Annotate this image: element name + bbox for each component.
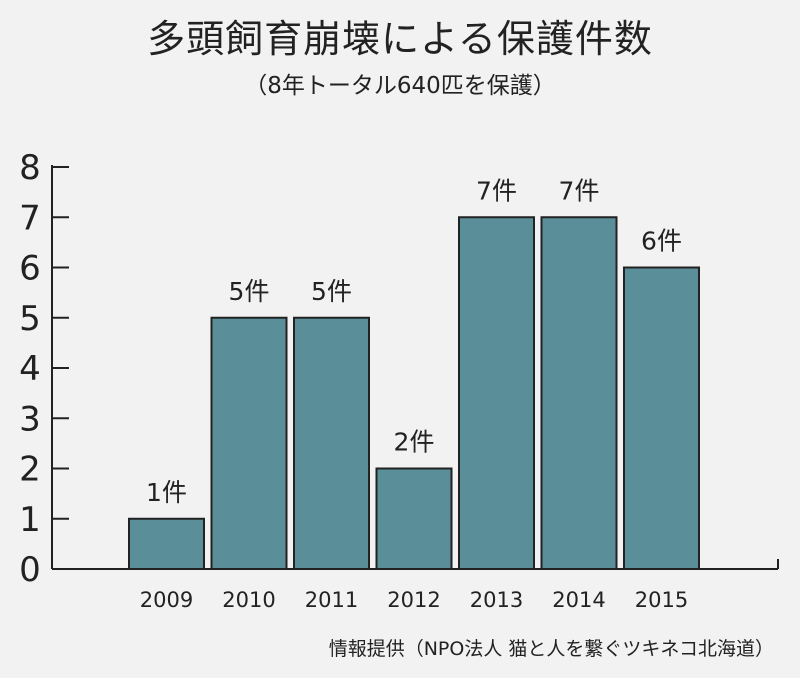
bar [293,316,370,570]
y-tick-label: 6 [19,249,41,289]
bar [458,216,535,570]
bar-data-label: 5件 [229,277,270,306]
bar-data-label: 7件 [476,176,517,205]
bar [375,467,453,570]
bar [540,216,618,570]
y-tick-label: 8 [19,148,41,188]
x-tick-label: 2013 [470,588,523,612]
y-tick-label: 5 [19,299,41,339]
y-tick-label: 1 [19,500,41,540]
y-tick-label: 4 [19,349,41,389]
x-tick-label: 2010 [222,588,275,612]
chart-title: 多頭飼育崩壊による保護件数 [147,17,653,61]
source-credit: 情報提供（NPO法人 猫と人を繋ぐツキネコ北海道） [328,638,774,660]
bar [128,517,205,570]
x-tick-label: 2014 [552,588,605,612]
chart-subtitle: （8年トータル640匹を保護） [244,73,556,99]
x-tick-label: 2011 [305,588,358,612]
x-tick-label: 2009 [140,588,193,612]
bar-data-label: 6件 [641,227,682,256]
y-tick-label: 3 [19,399,41,439]
y-tick-label: 2 [19,450,41,490]
bar [210,316,288,570]
bar-data-label: 7件 [559,176,600,205]
bar-data-label: 1件 [146,478,187,507]
bar-data-label: 5件 [311,277,352,306]
bar [623,266,700,570]
bar-data-label: 2件 [394,428,435,457]
y-tick-label: 0 [19,550,41,590]
y-tick-label: 7 [19,198,41,238]
x-tick-label: 2015 [635,588,688,612]
x-tick-label: 2012 [387,588,440,612]
